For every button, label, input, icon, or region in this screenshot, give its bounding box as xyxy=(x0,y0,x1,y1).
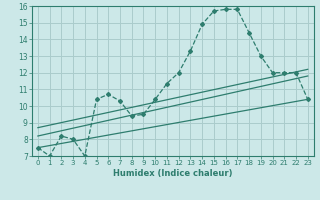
X-axis label: Humidex (Indice chaleur): Humidex (Indice chaleur) xyxy=(113,169,233,178)
